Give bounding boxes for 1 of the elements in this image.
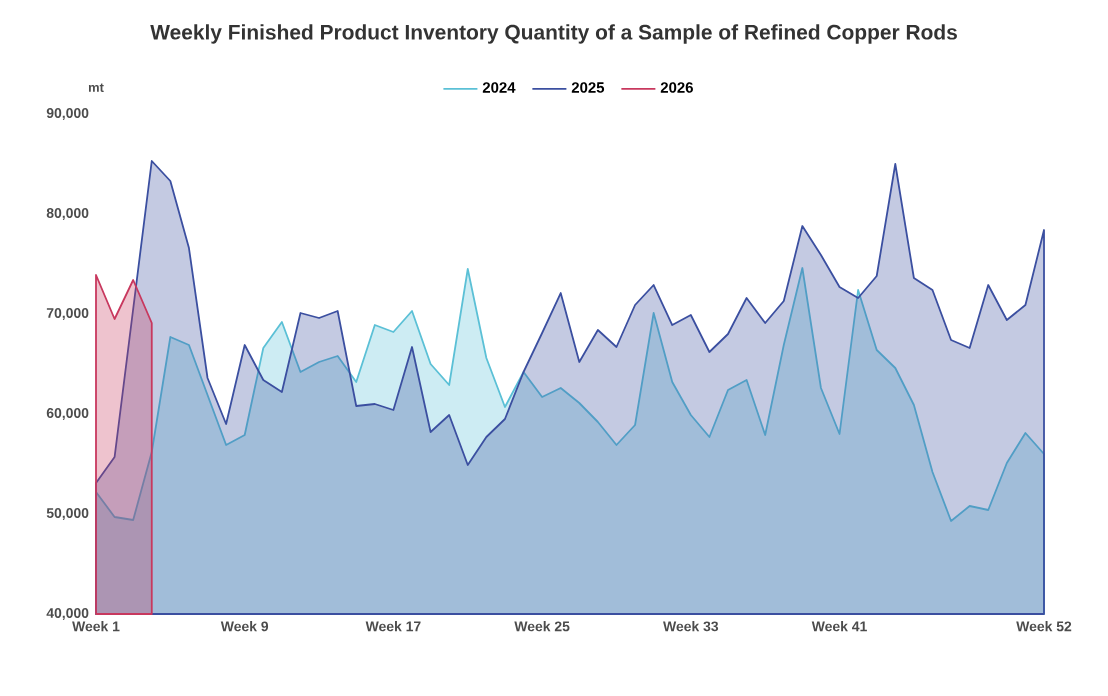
chart-title: Weekly Finished Product Inventory Quantity of a Sample of Refined Copper Rods: [150, 24, 957, 44]
